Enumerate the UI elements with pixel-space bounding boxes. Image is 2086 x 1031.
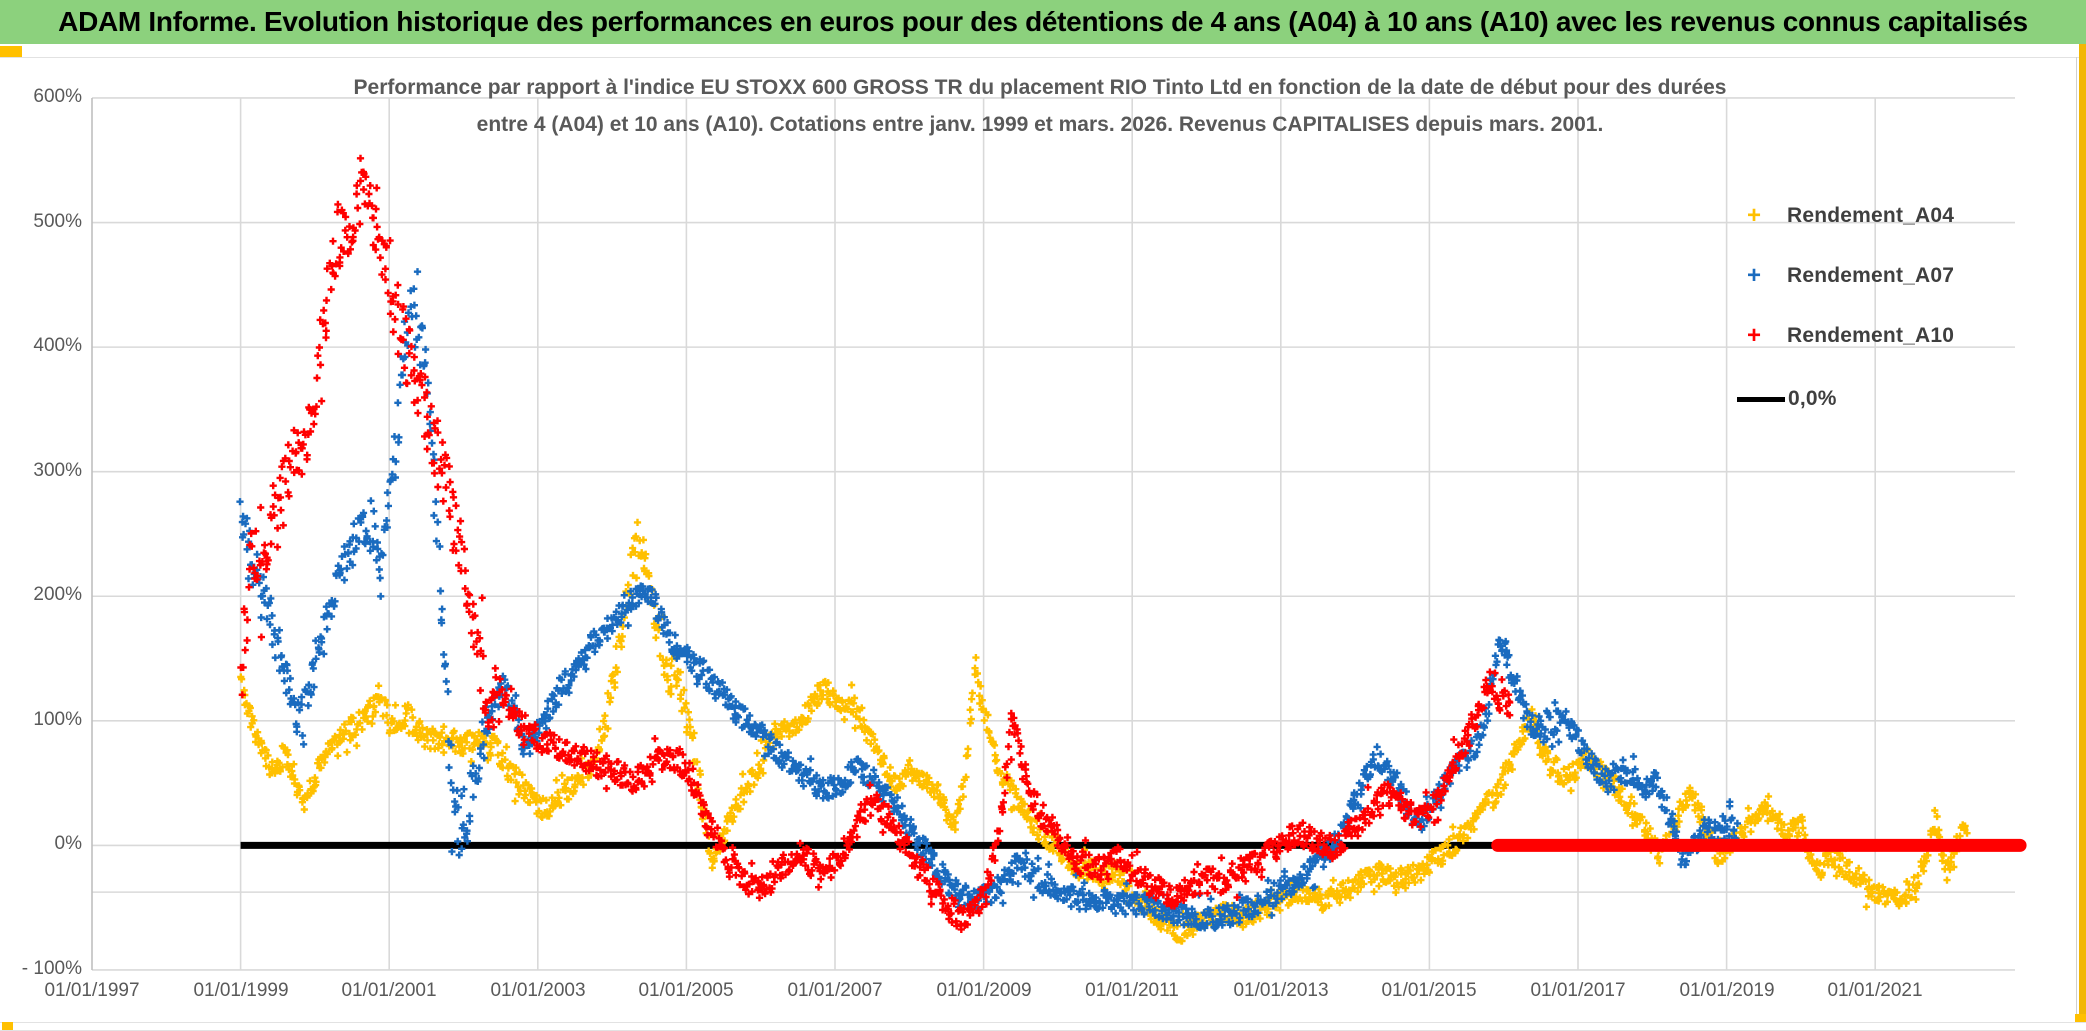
legend-item-rendement-a04[interactable]: + Rendement_A04 [1737,186,2037,246]
legend-label: Rendement_A07 [1787,264,1955,287]
x-tick-label: 01/01/1999 [193,980,289,1001]
y-tick-label: 400% [33,335,82,356]
header-bar: ADAM Informe. Evolution historique des p… [0,0,2086,44]
yellow-accent-bottom-left [2,1022,13,1030]
x-tick-label: 01/01/2021 [1827,980,1923,1001]
x-tick-label: 01/01/2005 [638,980,734,1001]
chart-legend: + Rendement_A04 + Rendement_A07 + Rendem… [1737,186,2037,424]
plus-marker-icon: + [1746,262,1761,289]
x-tick-label: 01/01/2007 [787,980,883,1001]
x-tick-label: 01/01/2003 [490,980,586,1001]
x-tick-label: 01/01/2019 [1679,980,1775,1001]
series-points-rendement_a04[interactable] [237,518,1971,945]
x-tick-label: 01/01/2011 [1085,980,1179,1001]
y-tick-label: 300% [33,460,82,481]
y-tick-label: - 100% [21,958,82,979]
chart-title-line2: entre 4 (A04) et 10 ans (A10). Cotations… [476,113,1604,136]
x-tick-label: 01/01/2001 [341,980,437,1001]
plus-marker-icon: + [1746,322,1761,349]
series-points-rendement_a10[interactable] [237,154,1514,933]
yellow-accent-bottom-right [2075,1014,2086,1022]
y-tick-label: 100% [33,709,82,730]
y-tick-label: 200% [33,584,82,605]
x-tick-label: 01/01/2009 [936,980,1032,1001]
legend-label: Rendement_A10 [1787,324,1955,347]
legend-item-rendement-a07[interactable]: + Rendement_A07 [1737,246,2037,306]
y-tick-label: 0% [54,833,82,854]
legend-item-zero-line[interactable]: 0,0% [1737,374,2037,424]
y-tick-label: 600% [33,86,82,107]
x-tick-label: 01/01/2017 [1530,980,1626,1001]
yellow-accent-right [2079,44,2086,1023]
y-tick-label: 500% [33,211,82,232]
page-title: ADAM Informe. Evolution historique des p… [58,6,2028,37]
zero-line-icon [1737,396,1785,402]
yellow-accent-top-left [0,46,22,57]
plus-marker-icon: + [1746,202,1761,229]
worksheet-row-line [0,1022,2086,1023]
legend-item-rendement-a10[interactable]: + Rendement_A10 [1737,306,2037,366]
legend-label: Rendement_A04 [1787,204,1955,227]
chart-frame-border [2076,57,2077,1020]
x-tick-label: 01/01/1997 [44,980,140,1001]
worksheet-row-line [0,57,2086,58]
chart-title-line1: Performance par rapport à l'indice EU ST… [353,76,1727,99]
x-tick-label: 01/01/2015 [1381,980,1477,1001]
x-tick-label: 01/01/2013 [1233,980,1329,1001]
series-points-rendement_a07[interactable] [236,268,1741,932]
chart-title[interactable]: Performance par rapport à l'indice EU ST… [92,69,1988,143]
legend-label: 0,0% [1788,387,1837,410]
